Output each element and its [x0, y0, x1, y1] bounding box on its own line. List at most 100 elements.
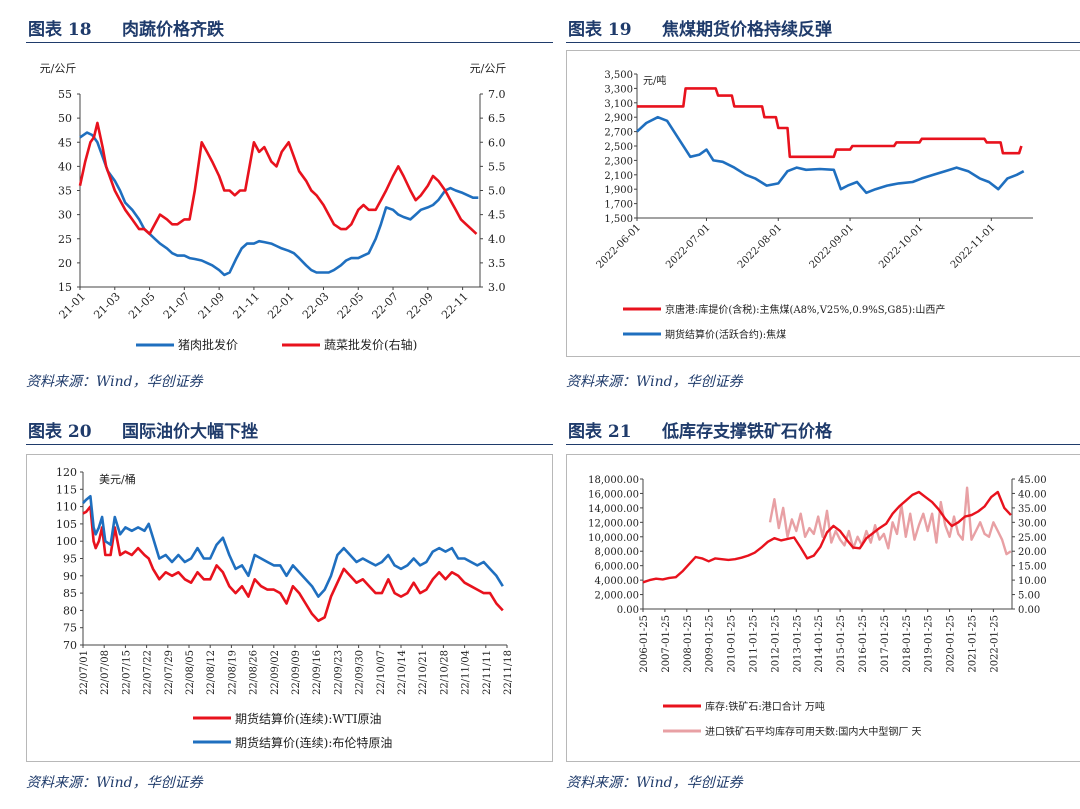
legend-label: 猪肉批发价: [178, 337, 238, 352]
y-tick-label-right: 3.5: [488, 257, 506, 270]
y-tick-label-right: 25.00: [1018, 533, 1047, 544]
y-tick-label-left: 18,000.00: [588, 475, 639, 486]
x-tick-label: 22-09: [404, 290, 436, 322]
x-tick-label: 22/10/14: [397, 650, 408, 695]
y-tick-label-left: 45: [58, 136, 72, 149]
legend-label: 库存:铁矿石:港口合计 万吨: [705, 700, 825, 713]
x-tick-label: 2022-07-01: [664, 222, 713, 271]
series-line-brent: [82, 494, 504, 598]
y-tick-label-right: 45.00: [1018, 475, 1047, 486]
x-tick-label: 22/09/23: [333, 650, 344, 695]
source-note: 资料来源：Wind，华创证券: [566, 374, 743, 390]
x-tick-label: 22/07/01: [79, 650, 90, 695]
y-tick-label-left: 35: [58, 185, 72, 198]
chart-iron-ore: 18,000.00 16,000.00 14,000.00 12,000.00 10,0…: [588, 475, 1047, 738]
x-tick-label: 22/07/08: [100, 650, 111, 695]
x-tick-label: 2015-01-25: [836, 615, 847, 673]
x-tick-label: 22/08/05: [185, 650, 196, 695]
series-line-vegetable: [78, 121, 478, 236]
y-tick-label-right: 0.00: [1018, 605, 1040, 616]
chart-box: 元/吨 3,500 3,300 3,100 2,900 2,700 2,500 2,300 2,…: [566, 50, 1080, 357]
x-tick-label: 22-05: [335, 290, 367, 322]
x-tick-label: 21-01: [57, 290, 89, 322]
y-tick-label-left: 25: [58, 233, 72, 246]
x-tick-label: 22/11/18: [503, 650, 514, 695]
x-tick-label: 2018-01-25: [902, 615, 913, 673]
x-tick-label: 2008-01-25: [683, 615, 694, 673]
y-tick-label-right: 15.00: [1018, 562, 1047, 573]
y-tick-label-left: 4,000.00: [594, 576, 639, 587]
legend-label: 蔬菜批发价(右轴): [324, 337, 417, 352]
x-tick-label: 2009-01-25: [705, 615, 716, 673]
y-tick-label: 2,500: [604, 142, 633, 153]
panel-header: 图表 19 焦煤期货价格持续反弹: [566, 8, 1080, 43]
y-tick-label: 2,900: [604, 113, 633, 124]
y-tick-label-left: 20: [58, 257, 72, 270]
x-tick-label: 2022-08-01: [736, 222, 785, 271]
y-tick-label-right: 6.0: [488, 136, 506, 149]
y-tick-label-right: 35.00: [1018, 504, 1047, 515]
y-tick-label: 3,100: [604, 99, 633, 110]
y-tick-label-right: 5.5: [488, 160, 506, 173]
series-line-pork: [79, 131, 479, 277]
source-note: 资料来源：Wind，华创证券: [26, 374, 203, 390]
x-tick-label: 22-07: [370, 290, 402, 322]
x-tick-label: 2007-01-25: [661, 615, 672, 673]
x-tick-label: 2016-01-25: [858, 615, 869, 673]
x-tick-label: 2006-01-25: [639, 615, 650, 673]
x-tick-label: 22-01: [265, 290, 297, 322]
figure-number: 图表 18: [28, 20, 92, 40]
y-tick-label-left: 30: [58, 209, 72, 222]
x-tick-label: 2021-01-25: [967, 615, 978, 673]
y-tick-label: 2,100: [604, 171, 633, 182]
y-tick-label-left: 40: [58, 160, 72, 173]
y-tick-label: 1,500: [604, 214, 633, 225]
y-tick-label: 1,900: [604, 185, 633, 196]
x-tick-label: 22/08/12: [206, 650, 217, 695]
x-tick-label: 2022-11-01: [949, 222, 998, 271]
x-tick-label: 2014-01-25: [814, 615, 825, 673]
x-tick-label: 2022-09-01: [808, 222, 857, 271]
x-tick-label: 21-03: [91, 290, 123, 322]
y-tick-label: 3,300: [604, 84, 633, 95]
figure-title: 国际油价大幅下挫: [122, 422, 258, 442]
y-tick-label-left: 16,000.00: [588, 489, 639, 500]
x-tick-label: 2012-01-25: [770, 615, 781, 673]
y-tick-label-right: 3.0: [488, 281, 506, 294]
y-tick-label: 85: [63, 587, 77, 600]
y-tick-label-left: 0.00: [617, 605, 639, 616]
x-tick-label: 22/09/09: [291, 650, 302, 695]
y-tick-label-left: 12,000.00: [588, 518, 639, 529]
y-tick-label: 2,300: [604, 156, 633, 167]
panel-header: 图表 21 低库存支撑铁矿石价格: [566, 410, 1080, 445]
y-axis-label: 元/吨: [643, 74, 666, 87]
chart-box: 18,000.00 16,000.00 14,000.00 12,000.00 10,0…: [566, 454, 1080, 762]
y-tick-label-right: 30.00: [1018, 518, 1047, 529]
chart-pork-vegetable: 元/公斤 元/公斤 55 50 45 40 35 30 25 20 15 7.0 6.5 6.0 5.5 5.…: [40, 62, 507, 352]
y-tick-label: 95: [63, 553, 77, 566]
y-tick-label: 3,500: [604, 70, 633, 81]
y-tick-label: 1,700: [604, 200, 633, 211]
panel-header: 图表 20 国际油价大幅下挫: [26, 410, 553, 445]
y-tick-label-left: 6,000.00: [594, 562, 639, 573]
x-tick-label: 22/08/26: [249, 650, 260, 695]
series-line-spot-price: [637, 87, 1023, 159]
y-axis-label-left: 元/公斤: [40, 62, 77, 75]
y-tick-label-right: 4.5: [488, 209, 506, 222]
legend-label: 期货结算价(连续):WTI原油: [235, 711, 382, 726]
x-tick-label: 2022-01-25: [989, 615, 1000, 673]
legend-label: 期货结算价(连续):布伦特原油: [235, 735, 392, 750]
chart-box: 美元/桶 120 115 110 105 100 95 90 85 80 75 70 22/07/01 2…: [26, 454, 553, 762]
y-tick-label-left: 50: [58, 112, 72, 125]
y-tick-label: 2,700: [604, 128, 633, 139]
x-tick-label: 2022-10-01: [877, 222, 926, 271]
legend-label: 期货结算价(活跃合约):焦煤: [665, 328, 786, 341]
y-tick-label-right: 5.00: [1018, 591, 1040, 602]
x-tick-label: 22/07/15: [121, 650, 132, 695]
y-tick-label-left: 15: [58, 281, 72, 294]
y-tick-label-right: 7.0: [488, 88, 506, 101]
chart-coking-coal: 元/吨 3,500 3,300 3,100 2,900 2,700 2,500 2,300 2,…: [595, 70, 1033, 341]
chart-box: 元/公斤 元/公斤 55 50 45 40 35 30 25 20 15 7.0 6.5 6.0 5.5 5.…: [26, 44, 553, 358]
y-tick-label: 90: [63, 570, 77, 583]
x-tick-label: 22/07/29: [164, 650, 175, 695]
